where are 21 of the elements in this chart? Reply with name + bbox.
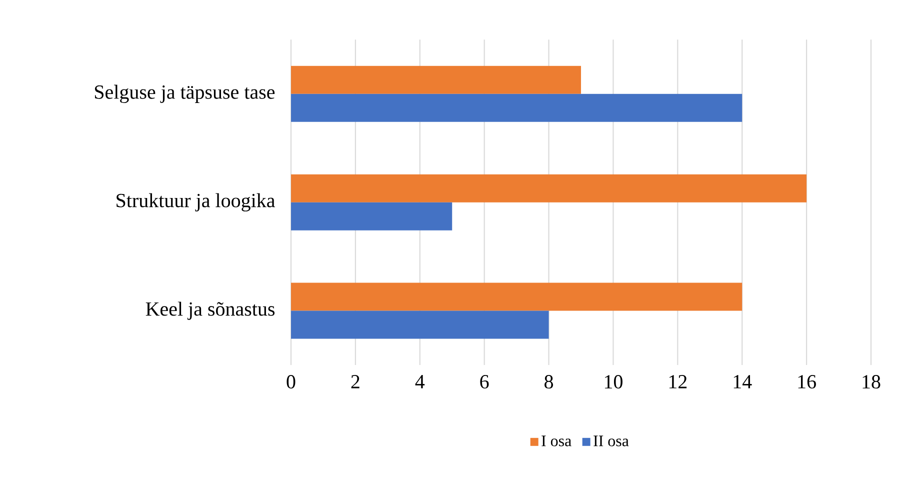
bar — [291, 310, 549, 339]
bar — [291, 282, 742, 311]
x-tick-label: 0 — [286, 375, 296, 389]
legend-label: II osa — [594, 436, 629, 446]
y-tick-label: Struktuur ja loogika — [116, 193, 275, 212]
x-tick-label: 12 — [669, 375, 687, 388]
x-tick-label: 10 — [604, 375, 622, 389]
bar — [291, 174, 807, 202]
y-tick-label: Selguse ja täpsuse tase — [94, 84, 275, 103]
bar — [291, 66, 581, 94]
x-tick-label: 8 — [544, 375, 554, 389]
x-tick-label: 18 — [862, 375, 880, 389]
legend-label: I osa — [542, 436, 572, 446]
bar — [291, 202, 452, 230]
x-tick-label: 16 — [798, 375, 816, 388]
x-tick-label: 14 — [734, 375, 752, 388]
x-tick-label: 6 — [480, 375, 489, 388]
x-tick-label: 2 — [351, 375, 360, 388]
y-tick-label: Keel ja sõnastus — [146, 302, 275, 320]
bar — [291, 94, 742, 122]
x-tick-label: 4 — [415, 375, 425, 388]
